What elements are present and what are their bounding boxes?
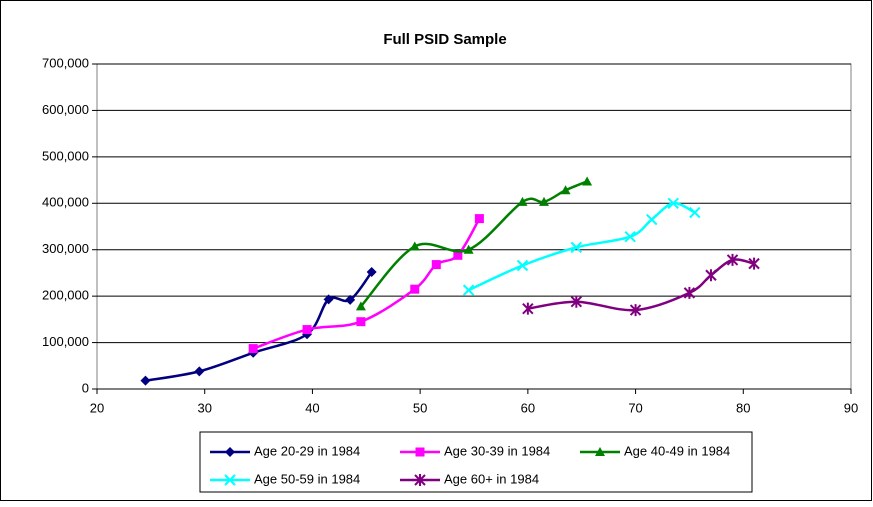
x-tick-label: 20: [90, 400, 104, 415]
y-tick-label: 200,000: [42, 288, 89, 303]
marker: [194, 366, 205, 377]
y-tick-label: 700,000: [42, 55, 89, 70]
marker: [453, 250, 463, 260]
marker: [248, 344, 258, 354]
marker: [570, 295, 583, 308]
marker: [302, 325, 312, 335]
marker: [323, 294, 334, 305]
marker: [409, 241, 420, 251]
marker: [560, 185, 571, 195]
marker: [462, 284, 475, 296]
y-tick-label: 0: [82, 380, 89, 395]
marker: [345, 294, 356, 305]
marker: [539, 196, 550, 206]
marker: [415, 447, 425, 457]
x-tick-label: 90: [844, 400, 858, 415]
marker: [689, 206, 701, 219]
marker: [225, 447, 235, 457]
marker: [474, 214, 484, 224]
y-tick-label: 100,000: [42, 334, 89, 349]
marker: [667, 197, 679, 209]
y-tick-label: 600,000: [42, 102, 89, 117]
x-tick-label: 30: [197, 400, 211, 415]
marker: [522, 302, 534, 315]
legend-label: Age 30-39 in 1984: [444, 443, 550, 458]
x-tick-label: 70: [628, 400, 642, 415]
marker: [726, 253, 739, 266]
marker: [705, 269, 717, 282]
x-tick-label: 50: [413, 400, 427, 415]
marker: [140, 375, 151, 386]
marker: [748, 257, 760, 270]
legend-label: Age 20-29 in 1984: [254, 443, 360, 458]
x-tick-label: 80: [736, 400, 750, 415]
legend-label: Age 40-49 in 1984: [624, 443, 730, 458]
legend-label: Age 60+ in 1984: [444, 471, 539, 486]
legend: [199, 431, 753, 493]
marker: [570, 241, 583, 254]
marker: [683, 286, 696, 299]
marker: [629, 304, 642, 317]
marker: [355, 301, 366, 311]
chart-title: Full PSID Sample: [383, 31, 506, 48]
marker: [624, 231, 636, 243]
marker: [410, 284, 420, 294]
marker: [414, 474, 426, 486]
marker: [517, 196, 528, 206]
marker: [463, 244, 474, 254]
marker: [646, 213, 658, 226]
marker: [224, 474, 236, 486]
marker: [595, 447, 605, 456]
marker: [582, 176, 593, 186]
y-tick-label: 300,000: [42, 241, 89, 256]
y-tick-label: 500,000: [42, 148, 89, 163]
x-tick-label: 40: [305, 400, 319, 415]
y-tick-label: 400,000: [42, 195, 89, 210]
marker: [431, 260, 441, 270]
marker: [356, 317, 366, 327]
marker: [516, 259, 529, 272]
marker: [366, 267, 377, 277]
x-tick-label: 60: [521, 400, 535, 415]
legend-label: Age 50-59 in 1984: [254, 471, 360, 486]
